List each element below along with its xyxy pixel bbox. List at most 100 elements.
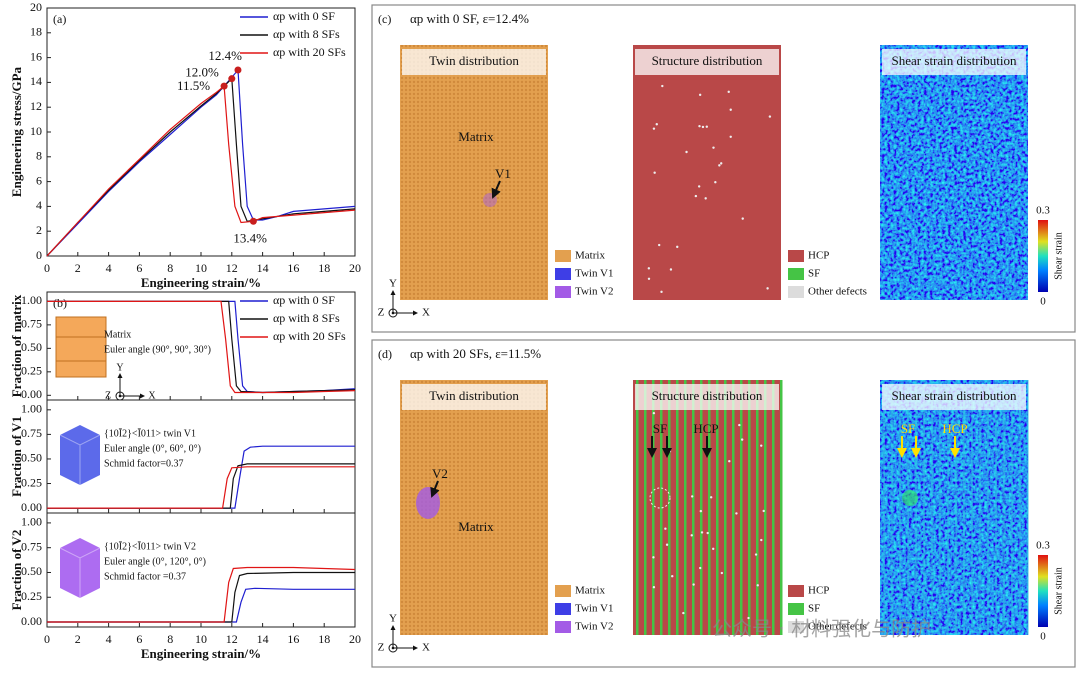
colorbar-tick-label: 0.3 bbox=[1036, 540, 1050, 552]
map-arrow bbox=[430, 480, 440, 498]
strain-stripe bbox=[883, 380, 885, 635]
inset-note: Schmid factor =0.37 bbox=[104, 571, 186, 582]
series-line bbox=[47, 300, 356, 394]
series-line bbox=[47, 466, 355, 509]
strain-stripe bbox=[1027, 380, 1029, 635]
y-tick-label: 16 bbox=[30, 49, 42, 63]
defect-dot bbox=[664, 527, 667, 530]
axis-name: X bbox=[422, 642, 430, 654]
strain-stripe bbox=[915, 380, 917, 635]
inset-crystal bbox=[55, 316, 107, 378]
x-tick-label: 20 bbox=[349, 632, 361, 646]
legend-swatch bbox=[555, 585, 571, 597]
legend-label: Other defects bbox=[808, 286, 867, 298]
y-tick-label: 0.50 bbox=[21, 340, 42, 354]
defect-dot bbox=[694, 194, 698, 198]
defect-dot bbox=[655, 123, 658, 126]
series-line bbox=[47, 566, 356, 623]
x-tick-label: 10 bbox=[195, 632, 207, 646]
annotation-label: 11.5% bbox=[177, 78, 210, 93]
sf-stripe bbox=[676, 380, 679, 635]
inset-note: {10Ī2}<Ī011> twin V1 bbox=[104, 428, 196, 439]
panel-title: αp with 0 SF, ε=12.4% bbox=[410, 11, 529, 26]
x-tick-label: 12 bbox=[226, 261, 238, 275]
axis-name: Y bbox=[389, 278, 397, 290]
x-tick-label: 4 bbox=[106, 261, 112, 275]
defect-dot bbox=[720, 162, 723, 165]
defect-dot bbox=[706, 531, 709, 535]
axis-origin-dot bbox=[391, 311, 395, 315]
y-tick-label: 20 bbox=[30, 0, 42, 14]
sf-stripe bbox=[652, 380, 655, 635]
strain-stripe bbox=[963, 380, 965, 635]
defect-dot bbox=[653, 171, 656, 174]
colorbar-label: Shear strain bbox=[1053, 567, 1064, 615]
y-tick-label: 0.00 bbox=[21, 500, 42, 514]
panel-label: (c) bbox=[378, 12, 391, 26]
y-tick-label: 1.00 bbox=[21, 515, 42, 529]
strain-map bbox=[880, 45, 1028, 300]
x-tick-label: 16 bbox=[287, 632, 299, 646]
y-tick-label: 14 bbox=[30, 74, 42, 88]
panel-title: αp with 20 SFs, ε=11.5% bbox=[410, 346, 541, 361]
legend-label: αp with 0 SF bbox=[273, 293, 335, 307]
map-title: Structure distribution bbox=[652, 53, 763, 68]
defect-dot bbox=[760, 538, 763, 542]
map-label: Matrix bbox=[458, 519, 494, 534]
sf-stripe bbox=[740, 380, 743, 635]
axis-origin bbox=[388, 308, 398, 318]
x-axis-label: Engineering strain/% bbox=[141, 646, 261, 661]
inset-note: {10Ī2}<Ī011> twin V2 bbox=[104, 541, 196, 552]
x-tick-label: 0 bbox=[44, 261, 50, 275]
colorbar-tick-label: 0 bbox=[1040, 296, 1046, 308]
legend-swatch bbox=[788, 585, 804, 597]
sf-stripe bbox=[708, 380, 711, 635]
x-tick-label: 18 bbox=[318, 632, 330, 646]
defect-dot bbox=[690, 495, 694, 498]
y-tick-label: 1.00 bbox=[21, 402, 42, 416]
y-tick-label: 0.25 bbox=[21, 475, 42, 489]
map-title: Twin distribution bbox=[429, 388, 519, 403]
defect-dot bbox=[762, 509, 765, 513]
legend-label: Twin V1 bbox=[575, 268, 613, 280]
axis-name: Y bbox=[116, 362, 123, 373]
strain-stripe bbox=[939, 380, 941, 635]
axis-name: Z bbox=[105, 390, 111, 401]
colorbar bbox=[1038, 220, 1048, 292]
x-tick-label: 8 bbox=[167, 261, 173, 275]
defect-dot bbox=[760, 444, 763, 447]
inset-note: Euler angle (90°, 90°, 30°) bbox=[104, 344, 211, 355]
strain-stripe bbox=[995, 380, 997, 635]
strain-stripe bbox=[931, 380, 933, 635]
legend-label: Other defects bbox=[808, 621, 867, 633]
y-axis-label: Fraction of matrix bbox=[9, 294, 24, 397]
legend-label: Twin V1 bbox=[575, 603, 613, 615]
map-label: V1 bbox=[495, 166, 511, 181]
series-line bbox=[47, 587, 355, 623]
watermark: 公众号 · 材料强化与防护 bbox=[712, 617, 931, 641]
sf-stripe bbox=[692, 380, 695, 635]
y-tick-label: 0.50 bbox=[21, 564, 42, 578]
defect-dot bbox=[652, 585, 656, 589]
strain-cluster bbox=[902, 490, 918, 506]
legend-label: αp with 8 SFs bbox=[273, 27, 340, 41]
annotation-label: 12.4% bbox=[208, 48, 242, 63]
legend-label: αp with 20 SFs bbox=[273, 45, 346, 59]
defect-dot bbox=[720, 571, 724, 575]
x-tick-label: 18 bbox=[318, 261, 330, 275]
inset-crystal bbox=[60, 425, 100, 485]
defect-dot bbox=[718, 164, 721, 167]
defect-dot bbox=[756, 584, 759, 587]
strain-stripe bbox=[899, 380, 901, 635]
inset-edge bbox=[59, 434, 101, 485]
defect-dot bbox=[669, 268, 673, 271]
inset-note: Schmid factor=0.37 bbox=[104, 458, 184, 469]
x-tick-label: 6 bbox=[136, 261, 142, 275]
defect-dot bbox=[690, 534, 693, 537]
y-tick-label: 12 bbox=[30, 99, 42, 113]
legend-swatch bbox=[788, 286, 804, 298]
defect-dot bbox=[698, 93, 702, 97]
inset-note: Euler angle (0°, 120°, 0°) bbox=[104, 556, 206, 567]
defect-dot bbox=[747, 616, 750, 620]
sf-stripe bbox=[660, 380, 663, 635]
